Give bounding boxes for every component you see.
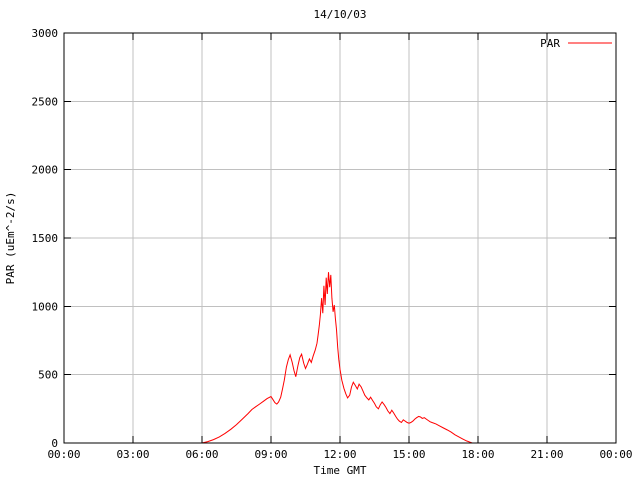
y-tick-label: 3000 bbox=[32, 27, 59, 40]
y-tick-label: 1000 bbox=[32, 300, 59, 313]
data-layer bbox=[64, 272, 616, 444]
x-axis-label: Time GMT bbox=[314, 464, 367, 477]
y-tick-label: 2000 bbox=[32, 164, 59, 177]
x-tick-label: 03:00 bbox=[116, 448, 149, 461]
x-tick-label: 15:00 bbox=[392, 448, 425, 461]
grid-layer bbox=[64, 33, 616, 443]
y-axis-label: PAR (uEm^-2/s) bbox=[4, 192, 17, 285]
y-tick-label: 1500 bbox=[32, 232, 59, 245]
x-tick-label: 12:00 bbox=[323, 448, 356, 461]
x-tick-label: 21:00 bbox=[530, 448, 563, 461]
series-line-par bbox=[64, 272, 616, 444]
chart-title: 14/10/03 bbox=[314, 8, 367, 21]
y-tick-label: 0 bbox=[51, 437, 58, 450]
y-tick-label: 2500 bbox=[32, 95, 59, 108]
x-tick-label: 00:00 bbox=[599, 448, 632, 461]
x-tick-label: 00:00 bbox=[47, 448, 80, 461]
x-tick-label: 18:00 bbox=[461, 448, 494, 461]
tick-layer bbox=[63, 32, 617, 444]
legend-label: PAR bbox=[540, 37, 560, 50]
legend: PAR bbox=[540, 37, 612, 50]
tick-label-layer: 00:00 03:00 06:00 09:00 12:00 15:00 18:00 21:00… bbox=[32, 27, 633, 461]
x-tick-label: 06:00 bbox=[185, 448, 218, 461]
y-tick-label: 500 bbox=[38, 369, 58, 382]
x-tick-label: 09:00 bbox=[254, 448, 287, 461]
